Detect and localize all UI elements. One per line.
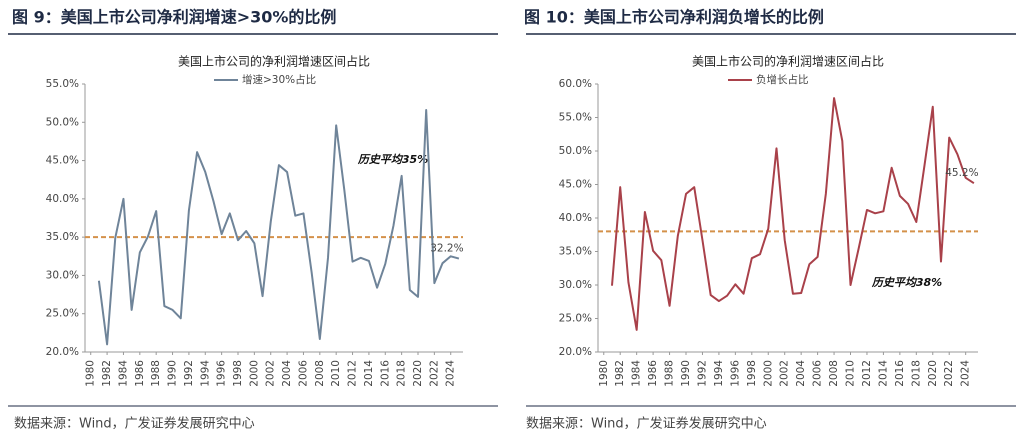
y-tick-label: 45.0% — [46, 155, 79, 167]
x-tick-label: 2022 — [428, 360, 440, 387]
series-line — [610, 97, 975, 331]
y-tick-label: 30.0% — [46, 269, 79, 281]
x-tick-label: 2014 — [877, 360, 889, 387]
x-tick-label: 1994 — [199, 360, 211, 387]
reference-label: 历史平均38% — [871, 276, 942, 289]
x-tick-label: 1994 — [713, 360, 725, 387]
chart-title: 美国上市公司的净利润增速区间占比 — [178, 54, 370, 69]
reference-label: 历史平均35% — [357, 153, 428, 166]
legend-label: 增速>30%占比 — [242, 73, 316, 86]
x-tick-label: 1998 — [232, 360, 244, 387]
x-tick-label: 1996 — [729, 360, 741, 387]
x-tick-label: 1980 — [85, 360, 97, 387]
y-tick-label: 25.0% — [46, 308, 79, 320]
x-tick-label: 2008 — [314, 360, 326, 387]
x-tick-label: 1980 — [598, 360, 610, 387]
y-tick-label: 20.0% — [559, 346, 592, 358]
value-label: 32.2% — [430, 243, 463, 255]
y-tick-label: 45.0% — [559, 179, 592, 191]
x-tick-label: 1982 — [101, 360, 113, 387]
y-tick-label: 35.0% — [559, 246, 592, 258]
x-tick-label: 2010 — [845, 360, 857, 387]
source: 数据来源：Wind，广发证券发展研究中心 — [14, 416, 255, 432]
x-tick-label: 2004 — [795, 360, 807, 387]
y-tick-label: 60.0% — [559, 78, 592, 90]
chart-title: 美国上市公司的净利润增速区间占比 — [692, 54, 884, 69]
x-tick-label: 2018 — [910, 360, 922, 387]
y-tick-label: 40.0% — [559, 212, 592, 224]
figure-title: 图 9：美国上市公司净利润增速>30%的比例 — [12, 8, 336, 27]
x-tick-label: 1990 — [167, 360, 179, 387]
x-tick-label: 1996 — [216, 360, 228, 387]
x-tick-label: 1984 — [631, 360, 643, 387]
y-tick-label: 55.0% — [559, 112, 592, 124]
x-tick-label: 1992 — [696, 360, 708, 387]
x-tick-label: 2024 — [445, 360, 457, 387]
x-tick-label: 1982 — [614, 360, 626, 387]
x-tick-label: 2014 — [363, 360, 375, 387]
x-tick-label: 1990 — [680, 360, 692, 387]
x-tick-label: 2002 — [779, 360, 791, 387]
x-tick-label: 2018 — [396, 360, 408, 387]
x-tick-label: 1988 — [664, 360, 676, 387]
y-tick-label: 35.0% — [46, 231, 79, 243]
x-tick-label: 1986 — [134, 360, 146, 387]
x-tick-label: 2020 — [412, 360, 424, 387]
x-tick-label: 1998 — [746, 360, 758, 387]
x-tick-label: 2020 — [927, 360, 939, 387]
x-tick-label: 2010 — [330, 360, 342, 387]
value-label: 45.2% — [945, 167, 978, 179]
x-tick-label: 2012 — [347, 360, 359, 387]
x-tick-label: 2000 — [762, 360, 774, 387]
series-line — [97, 109, 460, 346]
x-tick-label: 2006 — [297, 360, 309, 387]
y-tick-label: 30.0% — [559, 279, 592, 291]
x-tick-label: 2002 — [265, 360, 277, 387]
x-tick-label: 2024 — [960, 360, 972, 387]
x-tick-label: 1984 — [117, 360, 129, 387]
x-tick-label: 2006 — [812, 360, 824, 387]
x-tick-label: 1988 — [150, 360, 162, 387]
y-tick-label: 25.0% — [559, 313, 592, 325]
x-tick-label: 2012 — [861, 360, 873, 387]
y-tick-label: 20.0% — [46, 346, 79, 358]
figure-title: 图 10：美国上市公司净利润负增长的比例 — [524, 8, 824, 27]
legend-label: 负增长占比 — [756, 73, 809, 86]
x-tick-label: 2016 — [894, 360, 906, 387]
x-tick-label: 2004 — [281, 360, 293, 387]
x-tick-label: 2016 — [379, 360, 391, 387]
x-tick-label: 1992 — [183, 360, 195, 387]
x-tick-label: 2008 — [828, 360, 840, 387]
x-tick-label: 2000 — [248, 360, 260, 387]
y-tick-label: 50.0% — [559, 145, 592, 157]
y-tick-label: 55.0% — [46, 78, 79, 90]
y-tick-label: 40.0% — [46, 193, 79, 205]
y-tick-label: 50.0% — [46, 116, 79, 128]
source: 数据来源：Wind，广发证券发展研究中心 — [526, 416, 767, 432]
x-tick-label: 2022 — [943, 360, 955, 387]
x-tick-label: 1986 — [647, 360, 659, 387]
